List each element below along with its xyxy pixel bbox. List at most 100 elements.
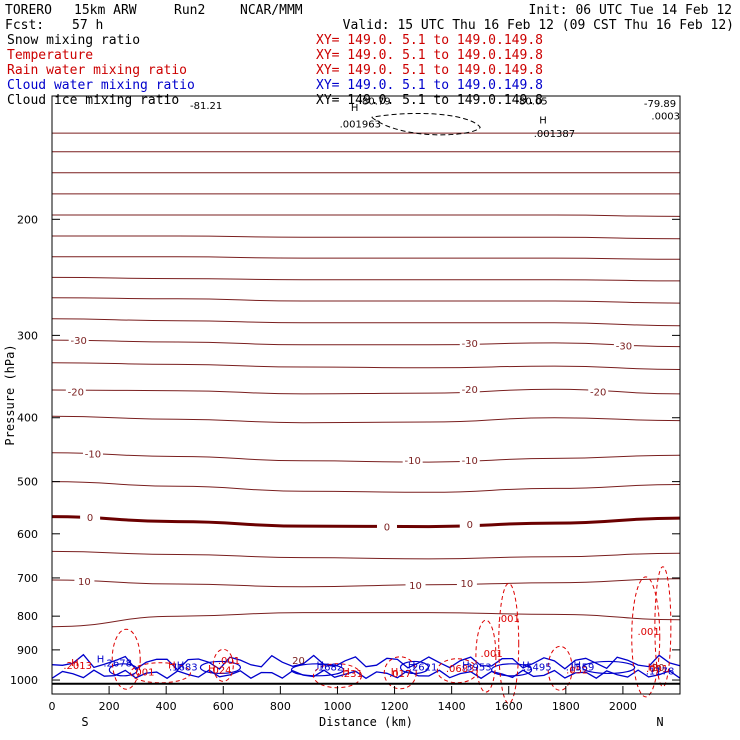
cloud-label-3: .2621: [409, 663, 438, 674]
max-marker-9: H: [462, 660, 470, 671]
rain-water-contour-3: [383, 656, 417, 690]
x-axis-left-end: S: [81, 715, 88, 729]
max-marker-3: H: [177, 660, 185, 671]
rain-label-8: .052: [566, 666, 588, 677]
cloud-label-6: .1559: [566, 663, 595, 674]
x-tick-label-8: 1600: [495, 700, 523, 713]
isotherm-label-bg-4: [459, 383, 480, 396]
x-axis-right-end: N: [656, 715, 663, 729]
isotherm-label-bg-8: [459, 454, 480, 467]
rain-water-contour-0: [111, 628, 141, 690]
isotherm-label-2: -30: [616, 342, 632, 353]
max-marker-10: H: [522, 660, 530, 671]
legend-name-4: Cloud ice mixing ratio: [7, 93, 179, 108]
y-tick-label-6: 800: [17, 610, 38, 623]
rain-water-contour-1: [212, 648, 234, 682]
max-marker-11: H: [573, 660, 581, 671]
isotherm-line-8: [51, 297, 681, 304]
cloud-label-1: .1683: [169, 663, 198, 674]
x-tick-label-9: 1800: [552, 700, 580, 713]
snow-contour: [371, 112, 481, 136]
rain-label-11: .0683: [446, 664, 475, 675]
x-tick-label-5: 1000: [323, 700, 351, 713]
isotherm-label-10: 0: [384, 523, 390, 534]
isotherm-line-7: [51, 276, 681, 282]
isotherm-label-bg-3: [65, 385, 86, 398]
isotherm-line-14: [51, 452, 681, 463]
isotherm-line-16: [51, 515, 681, 529]
isotherm-label-0: -30: [71, 336, 87, 347]
cloud-water-cell-4: [490, 663, 533, 677]
legend-name-1: Temperature: [7, 48, 93, 63]
cloud-water-cell-0: [108, 663, 138, 677]
isotherm-line-13: [51, 415, 681, 424]
rain-label-9: .001: [646, 664, 668, 675]
y-tick-label-7: 900: [17, 644, 38, 657]
y-tick-label-8: 1000: [10, 674, 38, 687]
cloud-water-contour-top: [51, 653, 681, 671]
cloud-water-cell-2: [290, 663, 345, 677]
rain-label-2: .024: [209, 666, 231, 677]
isotherm-label-bg-11: [459, 518, 480, 531]
x-tick-label-10: 2000: [609, 700, 637, 713]
x-tick-label-4: 800: [270, 700, 291, 713]
max-marker-12: H: [648, 663, 656, 674]
isotherm-label-7: -10: [405, 456, 421, 467]
header: TORERO 15km ARW Run2 NCAR/MMM Init: 06 U…: [5, 3, 734, 33]
y-tick-label-2: 400: [17, 412, 38, 425]
isotherm-label-4: -20: [462, 385, 478, 396]
rain-water-contour-4: [475, 619, 497, 693]
rain-label-4: .017: [389, 669, 411, 680]
isotherm-label-bg-14: [456, 576, 477, 589]
x-tick-label-7: 1400: [438, 700, 466, 713]
cloud-label-2: .1682: [315, 663, 344, 674]
y-tick-label-3: 500: [17, 476, 38, 489]
y-tick-label-0: 200: [17, 213, 38, 226]
x-tick-label-0: 0: [49, 700, 56, 713]
isotherm-label-14: 10: [461, 579, 474, 590]
rain-label-0: .001: [132, 668, 154, 679]
max-marker-2: H: [168, 660, 176, 671]
legend-name-0: Snow mixing ratio: [7, 33, 140, 48]
y-axis-label: Pressure (hPa): [3, 344, 17, 445]
top-temp-label-2: -80.05: [515, 97, 547, 108]
isotherm-line-5: [52, 235, 681, 240]
isotherm-label-12: 10: [78, 577, 91, 588]
rain-water-contour-10: [436, 658, 478, 684]
y-tick-label-5: 700: [17, 572, 38, 585]
snow-label-1: .001387: [534, 129, 575, 140]
top-temp-label-1: -80.79: [358, 97, 390, 108]
cloud-label-4: .3953: [463, 663, 492, 674]
isotherm-line-6: [51, 256, 681, 260]
run-name: Run2: [174, 3, 205, 18]
isotherm-line-12: [51, 388, 681, 395]
legend-xy-2: XY= 149.0. 5.1 to 149.0.149.8: [316, 63, 543, 78]
init-time: Init: 06 UTC Tue 14 Feb 12: [529, 3, 733, 18]
valid-time: Valid: 15 UTC Thu 16 Feb 12 (09 CST Thu …: [343, 18, 734, 33]
isotherm-label-5: -20: [590, 388, 606, 399]
isotherm-label-bg-1: [459, 336, 480, 349]
plot-frame: [51, 95, 681, 695]
x-tick-label-1: 200: [99, 700, 120, 713]
y-tick-label-1: 300: [17, 329, 38, 342]
legend-name-3: Cloud water mixing ratio: [7, 78, 195, 93]
isotherm-label-bg-9: [80, 511, 101, 524]
rain-water-contour-9: [129, 662, 191, 684]
max-marker-13: H: [539, 115, 547, 126]
isotherm-line-9: [51, 318, 681, 327]
x-axis-label: Distance (km): [319, 715, 413, 729]
isotherm-label-bg-2: [613, 339, 634, 352]
isotherm-line-18: [51, 578, 681, 588]
isotherm-line-4: [52, 214, 681, 217]
cloud-water-cell-5: [582, 660, 636, 675]
top-temp-label-3: -79.89: [644, 99, 676, 110]
isotherm-label-bg-6: [82, 447, 103, 460]
max-marker-0: H: [71, 658, 79, 669]
isotherm-label-bg-12: [74, 574, 95, 587]
max-marker-5: H: [317, 660, 325, 671]
rain-label-6: .001: [498, 614, 520, 625]
fcst-value: 57 h: [72, 18, 103, 33]
legend-xy-0: XY= 149.0. 5.1 to 149.0.149.8: [316, 33, 543, 48]
x-tick-label-2: 400: [156, 700, 177, 713]
